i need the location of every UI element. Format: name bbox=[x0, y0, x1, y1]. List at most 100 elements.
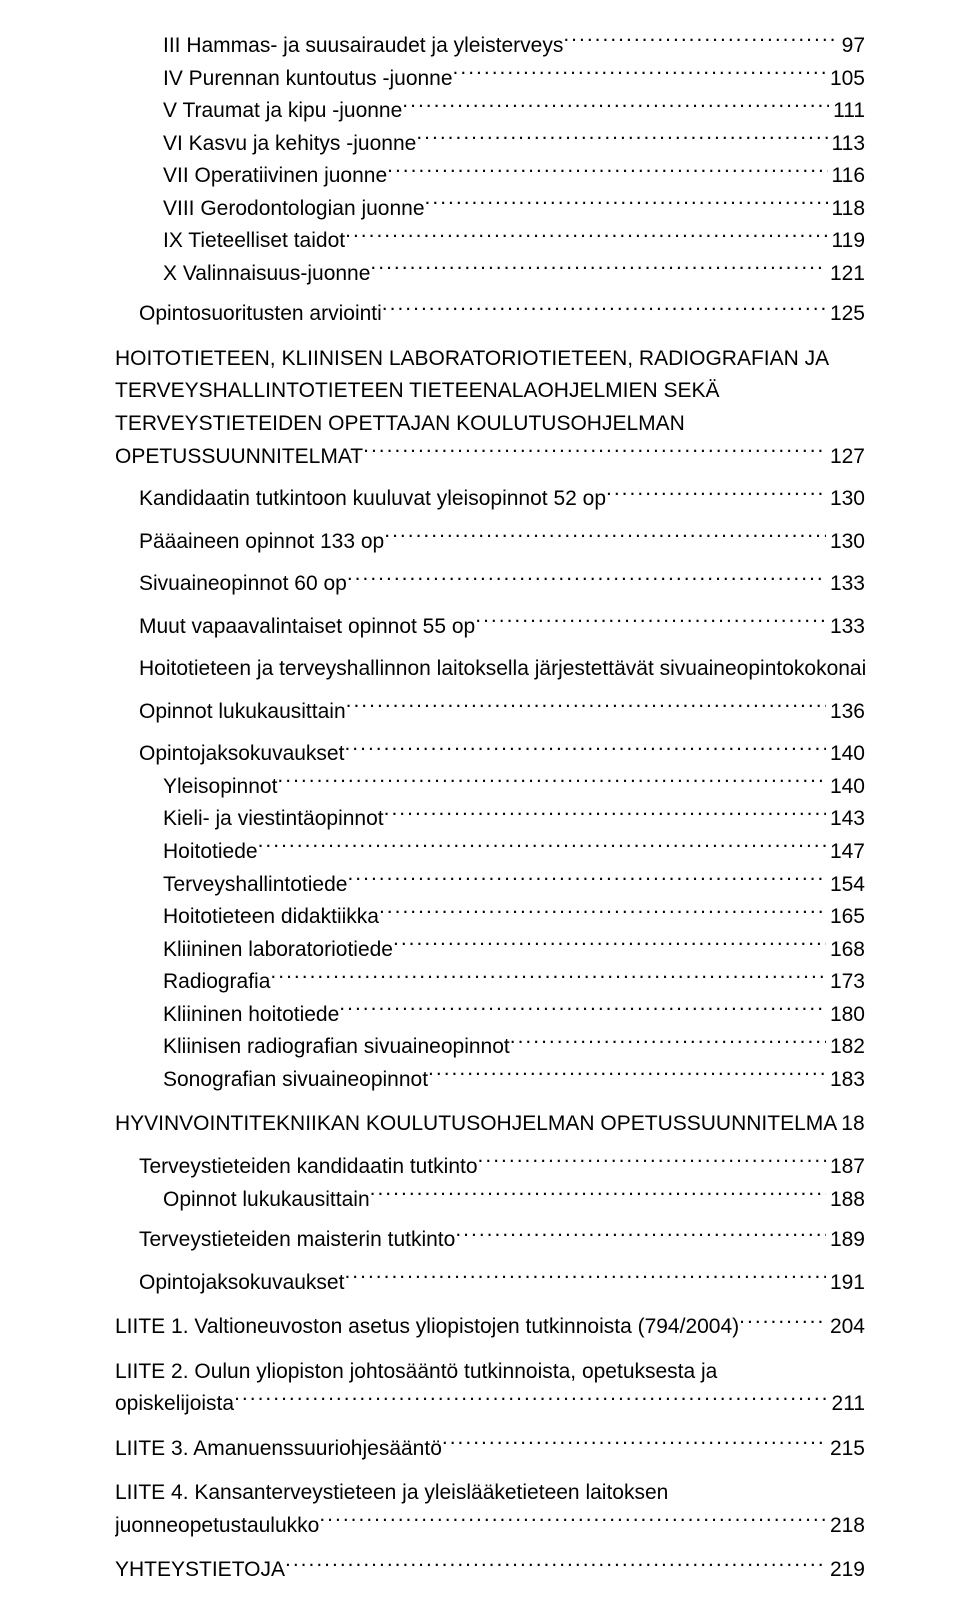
toc-label: Hoitotieteen ja terveyshallinnon laitoks… bbox=[139, 653, 865, 686]
toc-label-tail: juonneopetustaulukko bbox=[115, 1510, 319, 1543]
toc-label: VII Operatiivinen juonne bbox=[163, 160, 387, 193]
toc-page-number: 218 bbox=[826, 1510, 865, 1543]
toc-page-number: 180 bbox=[826, 999, 865, 1032]
toc-leader-dots bbox=[384, 804, 826, 825]
toc-label: LIITE 2. Oulun yliopiston johtosääntö tu… bbox=[115, 1360, 717, 1383]
toc-leader-dots bbox=[384, 527, 826, 548]
toc-entry: Hoitotieteen ja terveyshallinnon laitoks… bbox=[139, 653, 865, 686]
toc-label: Hoitotiede bbox=[163, 836, 258, 869]
toc-label: VIII Gerodontologian juonne bbox=[163, 193, 425, 226]
toc-label: V Traumat ja kipu -juonne bbox=[163, 95, 402, 128]
toc-page-number: 187 bbox=[826, 1151, 865, 1184]
toc-entry: Opintosuoritusten arviointi 125 bbox=[139, 298, 865, 331]
toc-leader-dots bbox=[510, 1032, 826, 1053]
toc-page-number: 118 bbox=[828, 193, 865, 226]
toc-label: Opinnot lukukausittain bbox=[139, 696, 346, 729]
toc-label: Terveystieteiden maisterin tutkinto bbox=[139, 1224, 455, 1257]
toc-entry: HOITOTIETEEN, KLIINISEN LABORATORIOTIETE… bbox=[115, 343, 865, 473]
toc-entry: VIII Gerodontologian juonne 118 bbox=[163, 193, 865, 226]
toc-page-number: 168 bbox=[826, 934, 865, 967]
toc-leader-dots bbox=[234, 1389, 827, 1410]
toc-label: III Hammas- ja suusairaudet ja yleisterv… bbox=[163, 30, 563, 63]
toc-page-number: 133 bbox=[826, 611, 865, 644]
toc-label: Yleisopinnot bbox=[163, 771, 277, 804]
toc-page-number: 111 bbox=[829, 95, 865, 128]
toc-entry: YHTEYSTIETOJA 219 bbox=[115, 1554, 865, 1587]
toc-entry: Terveystieteiden maisterin tutkinto 189 bbox=[139, 1224, 865, 1257]
toc-leader-dots bbox=[345, 226, 827, 247]
toc-leader-dots bbox=[270, 967, 826, 988]
toc-entry: Kandidaatin tutkintoon kuuluvat yleisopi… bbox=[139, 483, 865, 516]
toc-leader-dots bbox=[563, 31, 837, 52]
toc-label: IX Tieteelliset taidot bbox=[163, 225, 345, 258]
toc-entry: IV Purennan kuntoutus -juonne 105 bbox=[163, 63, 865, 96]
toc-leader-dots bbox=[425, 194, 828, 215]
toc-entry: Opinnot lukukausittain 136 bbox=[139, 696, 865, 729]
toc-leader-dots bbox=[453, 64, 826, 85]
toc-entry: LIITE 3. Amanuenssuuriohjesääntö 215 bbox=[115, 1433, 865, 1466]
toc-label: LIITE 1. Valtioneuvoston asetus yliopist… bbox=[115, 1311, 739, 1344]
toc-page-number: 130 bbox=[826, 526, 865, 559]
toc-entry: Terveyshallintotiede 154 bbox=[163, 869, 865, 902]
toc-leader-dots bbox=[478, 1152, 826, 1173]
toc-label: Opinnot lukukausittain bbox=[163, 1184, 370, 1217]
toc-entry: VI Kasvu ja kehitys -juonne 113 bbox=[163, 128, 865, 161]
toc-label: Opintojaksokuvaukset bbox=[139, 1267, 344, 1300]
toc-label: Opintojaksokuvaukset bbox=[139, 738, 344, 771]
toc-entry: Hoitotiede 147 bbox=[163, 836, 865, 869]
toc-leader-dots bbox=[370, 1185, 826, 1206]
toc-page-number: 143 bbox=[826, 803, 865, 836]
toc-label: Terveystieteiden kandidaatin tutkinto bbox=[139, 1151, 478, 1184]
toc-leader-dots bbox=[428, 1065, 826, 1086]
toc-leader-dots bbox=[344, 739, 826, 760]
toc-leader-dots bbox=[344, 1268, 826, 1289]
toc-page-number: 191 bbox=[826, 1267, 865, 1300]
toc-label: Kliininen laboratoriotiede bbox=[163, 934, 393, 967]
toc-entry: Hoitotieteen didaktiikka 165 bbox=[163, 901, 865, 934]
toc-entry: Sivuaineopinnot 60 op 133 bbox=[139, 568, 865, 601]
toc-page-number: 204 bbox=[826, 1311, 865, 1344]
toc-entry: VII Operatiivinen juonne 116 bbox=[163, 160, 865, 193]
toc-entry: Terveystieteiden kandidaatin tutkinto 18… bbox=[139, 1151, 865, 1184]
toc-page-number: 211 bbox=[828, 1388, 865, 1421]
toc-label: Muut vapaavalintaiset opinnot 55 op bbox=[139, 611, 475, 644]
toc-label: Sonografian sivuaineopinnot bbox=[163, 1064, 428, 1097]
toc-page-number: 140 bbox=[826, 771, 865, 804]
toc-label-tail: OPETUSSUUNNITELMAT bbox=[115, 441, 363, 474]
toc-entry: V Traumat ja kipu -juonne 111 bbox=[163, 95, 865, 128]
toc-page-number: 133 bbox=[826, 568, 865, 601]
toc-entry: Opintojaksokuvaukset 140 bbox=[139, 738, 865, 771]
toc-page-number: 183 bbox=[826, 1064, 865, 1097]
toc-label: X Valinnaisuus-juonne bbox=[163, 258, 370, 291]
toc-label: Kieli- ja viestintäopinnot bbox=[163, 803, 384, 836]
toc-entry: IX Tieteelliset taidot 119 bbox=[163, 225, 865, 258]
toc-label: Kliinisen radiografian sivuaineopinnot bbox=[163, 1031, 510, 1064]
toc-entry: X Valinnaisuus-juonne 121 bbox=[163, 258, 865, 291]
toc-leader-dots bbox=[455, 1225, 826, 1246]
toc-page-number: 130 bbox=[826, 483, 865, 516]
toc-page-number: 113 bbox=[828, 128, 865, 161]
toc-page: III Hammas- ja suusairaudet ja yleisterv… bbox=[0, 0, 960, 1617]
toc-label: Kliininen hoitotiede bbox=[163, 999, 339, 1032]
toc-label: YHTEYSTIETOJA bbox=[115, 1554, 285, 1587]
toc-page-number: 219 bbox=[826, 1554, 865, 1587]
toc-leader-dots bbox=[347, 569, 826, 590]
toc-label: Kandidaatin tutkintoon kuuluvat yleisopi… bbox=[139, 483, 606, 516]
toc-leader-dots bbox=[382, 299, 826, 320]
toc-label: Sivuaineopinnot 60 op bbox=[139, 568, 347, 601]
toc-entry: Sonografian sivuaineopinnot 183 bbox=[163, 1064, 865, 1097]
toc-entry: Pääaineen opinnot 133 op 130 bbox=[139, 526, 865, 559]
toc-page-number: 154 bbox=[826, 869, 865, 902]
toc-entry: Opintojaksokuvaukset 191 bbox=[139, 1267, 865, 1300]
toc-leader-dots bbox=[339, 1000, 826, 1021]
toc-page-number: 116 bbox=[828, 160, 865, 193]
toc-leader-dots bbox=[393, 935, 826, 956]
toc-entry: LIITE 1. Valtioneuvoston asetus yliopist… bbox=[115, 1311, 865, 1344]
toc-leader-dots bbox=[416, 129, 827, 150]
toc-entry: Kieli- ja viestintäopinnot 143 bbox=[163, 803, 865, 836]
toc-entry: III Hammas- ja suusairaudet ja yleisterv… bbox=[163, 30, 865, 63]
toc-leader-dots bbox=[370, 259, 826, 280]
toc-entry: Radiografia 173 bbox=[163, 966, 865, 999]
toc-leader-dots bbox=[347, 870, 826, 891]
toc-page-number: 127 bbox=[826, 441, 865, 474]
